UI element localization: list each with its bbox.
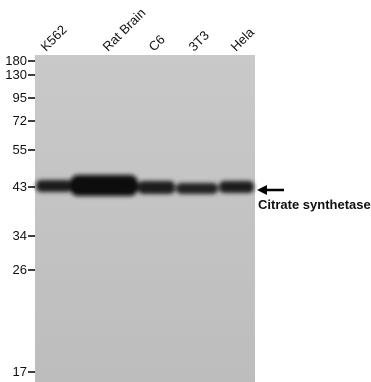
arrow-head [257, 185, 267, 195]
band [219, 181, 254, 193]
annotation: Citrate synthetase [258, 197, 371, 212]
band [70, 175, 138, 196]
marker-label: 34 [13, 228, 27, 243]
marker-label: 95 [13, 90, 27, 105]
marker-label: 180 [5, 53, 27, 68]
band [138, 181, 175, 194]
lane-label: Hela [228, 24, 258, 54]
marker-label: 72 [13, 113, 27, 128]
membrane [35, 55, 255, 382]
western-blot: Citrate synthetase 180130 95 72 55 43 34 26 17 K… [0, 0, 371, 382]
marker-label: 26 [13, 262, 27, 277]
marker-label: 130 [5, 67, 27, 82]
page: Citrate synthetase 180130 95 72 55 43 34 26 17 K… [0, 0, 371, 382]
marker-label: 55 [13, 142, 27, 157]
lane-label: K562 [38, 22, 70, 54]
lane-label: Rat Brain [100, 5, 149, 54]
marker-label: 17 [13, 364, 27, 379]
lane-label: C6 [146, 32, 168, 54]
lane-label: 3T3 [186, 28, 212, 54]
band [176, 183, 218, 194]
band [36, 180, 72, 192]
marker-label: 43 [13, 179, 27, 194]
